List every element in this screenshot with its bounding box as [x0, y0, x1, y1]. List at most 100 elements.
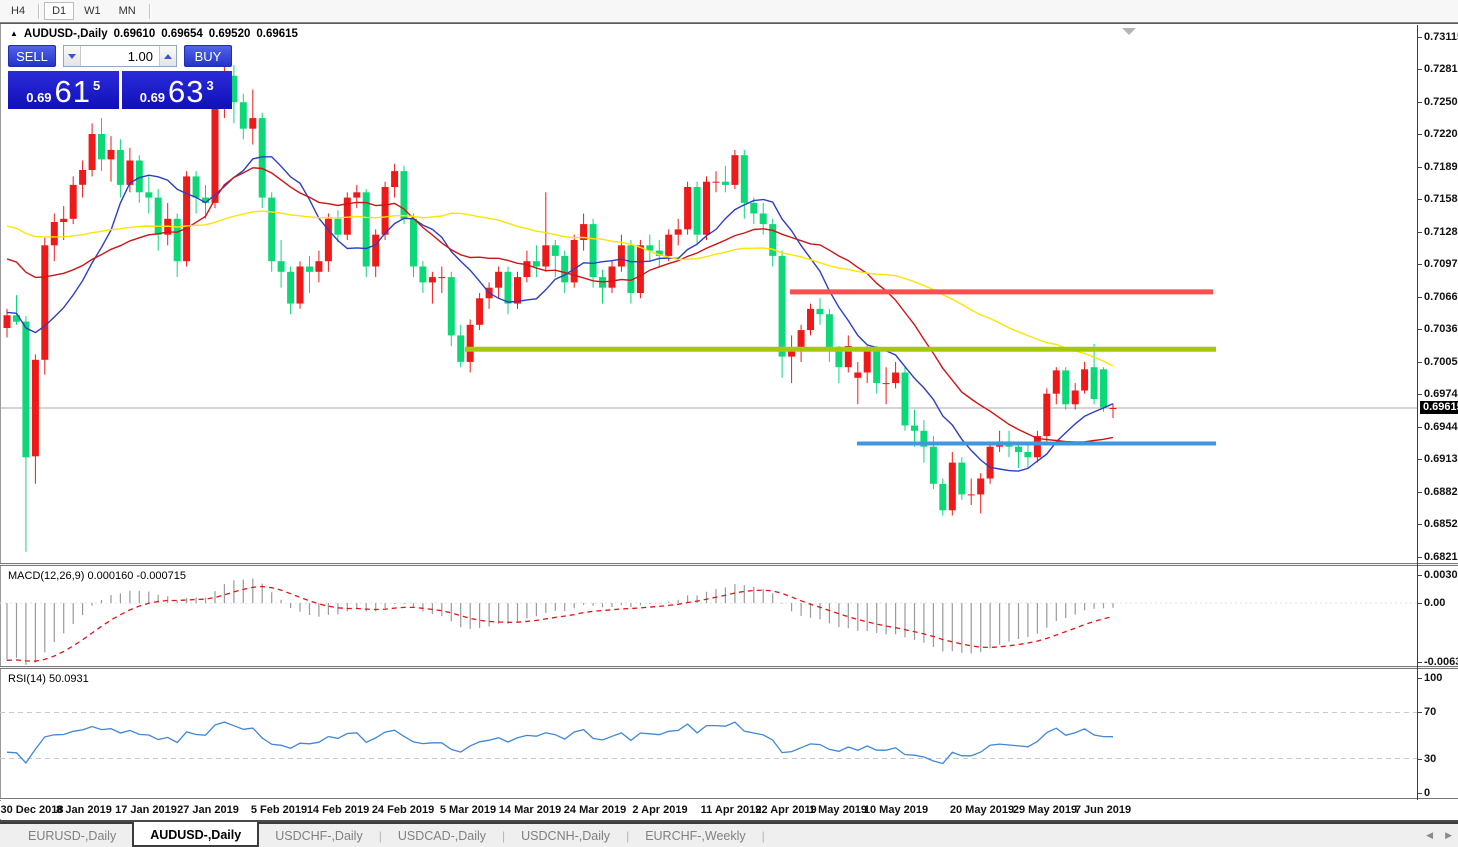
- candle: [69, 184, 77, 219]
- sell-button[interactable]: SELL: [8, 45, 56, 67]
- candle: [778, 255, 786, 357]
- candle: [665, 234, 673, 256]
- price-chart-pane[interactable]: [0, 25, 1417, 563]
- candle: [391, 171, 399, 187]
- timeframe-mn-button[interactable]: MN: [118, 5, 136, 17]
- candle: [211, 107, 219, 203]
- volume-decrease-button[interactable]: [64, 46, 81, 66]
- candle: [939, 483, 947, 511]
- buy-price-panel[interactable]: 0.69 63 3: [121, 71, 232, 109]
- candle: [495, 271, 503, 288]
- macd-pane[interactable]: [0, 566, 1417, 666]
- candle: [1052, 370, 1060, 394]
- candle: [400, 171, 408, 219]
- tab-usdchf-daily[interactable]: USDCHF-,Daily: [259, 824, 379, 847]
- candle: [646, 245, 654, 251]
- candle: [977, 478, 985, 495]
- candle: [608, 266, 616, 288]
- macd-tick-label: -0.00631: [1416, 656, 1458, 668]
- buy-price-big: 63: [168, 74, 205, 109]
- candle: [116, 149, 124, 185]
- candle: [13, 315, 20, 322]
- date-label: 11 Apr 2019: [700, 804, 762, 816]
- timeframe-d1-button[interactable]: D1: [44, 2, 75, 20]
- candle: [570, 240, 578, 283]
- candle: [135, 160, 143, 193]
- macd-label: MACD(12,26,9) 0.000160 -0.000715: [8, 570, 186, 582]
- candle: [769, 224, 777, 256]
- date-label: 17 Jan 2019: [115, 804, 177, 816]
- date-label: 24 Feb 2019: [371, 804, 435, 816]
- candle: [183, 176, 191, 262]
- ohlc-close: 0.69615: [256, 28, 298, 40]
- tab-label: EURUSD-,Daily: [28, 828, 117, 843]
- candle: [1015, 446, 1022, 452]
- candle: [816, 308, 824, 315]
- volume-input[interactable]: 1.00: [127, 48, 153, 64]
- pane-separator[interactable]: [0, 563, 1458, 566]
- tab-separator: |: [626, 828, 630, 843]
- timeframe-w1-button[interactable]: W1: [84, 5, 101, 17]
- tab-eurusd-daily[interactable]: EURUSD-,Daily: [12, 824, 132, 847]
- rsi-label: RSI(14) 50.0931: [8, 673, 89, 685]
- toolbar-separator: [38, 3, 40, 19]
- current-price-tag: 0.69615: [1420, 401, 1458, 414]
- candle: [514, 277, 521, 304]
- candle: [277, 261, 285, 272]
- volume-increase-button[interactable]: [159, 46, 176, 66]
- tab-eurchf-weekly[interactable]: EURCHF-,Weekly: [629, 824, 761, 847]
- price-tick-label: 0.73115: [1416, 31, 1458, 43]
- candle: [929, 446, 937, 484]
- rsi-pane[interactable]: [0, 669, 1417, 798]
- date-label: 20 May 2019: [949, 804, 1015, 816]
- date-label: 10 May 2019: [863, 804, 929, 816]
- candle: [504, 271, 512, 304]
- candle: [1109, 408, 1117, 409]
- tab-label: USDCHF-,Daily: [275, 828, 363, 843]
- candle: [1033, 436, 1041, 458]
- chart-bottom-border: [0, 820, 1458, 822]
- ohlc-high: 0.69654: [161, 28, 203, 40]
- chart-tab-bar: EURUSD-,Daily AUDUSD-,Daily USDCHF-,Dail…: [0, 822, 1458, 847]
- candle: [457, 335, 465, 362]
- candle: [268, 197, 276, 262]
- candle: [835, 351, 843, 368]
- tab-scroll-left-icon[interactable]: ◀: [1426, 830, 1434, 840]
- candle: [627, 245, 635, 293]
- candle: [1043, 393, 1051, 437]
- scroll-to-end-icon[interactable]: [1122, 28, 1136, 35]
- price-tick-label: 0.71585: [1417, 193, 1458, 205]
- candle: [958, 462, 966, 495]
- candle: [447, 277, 455, 336]
- candle: [353, 192, 361, 198]
- sell-price-pipette: 5: [93, 78, 101, 93]
- candle: [561, 255, 569, 283]
- tab-label: USDCAD-,Daily: [397, 828, 487, 843]
- ma-line-10: [6, 156, 1114, 472]
- volume-spinner: 1.00: [63, 45, 177, 67]
- tab-audusd-daily[interactable]: AUDUSD-,Daily: [132, 822, 260, 847]
- collapse-triangle-icon[interactable]: ▲: [10, 28, 18, 38]
- buy-button[interactable]: BUY: [184, 45, 232, 67]
- candle: [192, 176, 200, 198]
- candle: [948, 462, 956, 511]
- rsi-tick-label: 0: [1416, 787, 1431, 799]
- tab-usdcad-daily[interactable]: USDCAD-,Daily: [382, 824, 502, 847]
- tab-separator: |: [502, 828, 506, 843]
- pane-separator[interactable]: [0, 666, 1458, 669]
- candle: [1062, 370, 1070, 405]
- sell-price-big: 61: [54, 74, 92, 109]
- tab-usdcnh-daily[interactable]: USDCNH-,Daily: [505, 824, 626, 847]
- candle: [31, 359, 39, 457]
- tab-scroll-right-icon[interactable]: ▶: [1445, 830, 1452, 840]
- date-label: 29 May 2019: [1012, 804, 1078, 816]
- candle: [863, 351, 871, 373]
- timeframe-h4-button[interactable]: H4: [11, 5, 26, 17]
- sell-price-panel[interactable]: 0.69 61 5: [8, 71, 119, 109]
- date-label: 30 Dec 2018: [0, 804, 64, 816]
